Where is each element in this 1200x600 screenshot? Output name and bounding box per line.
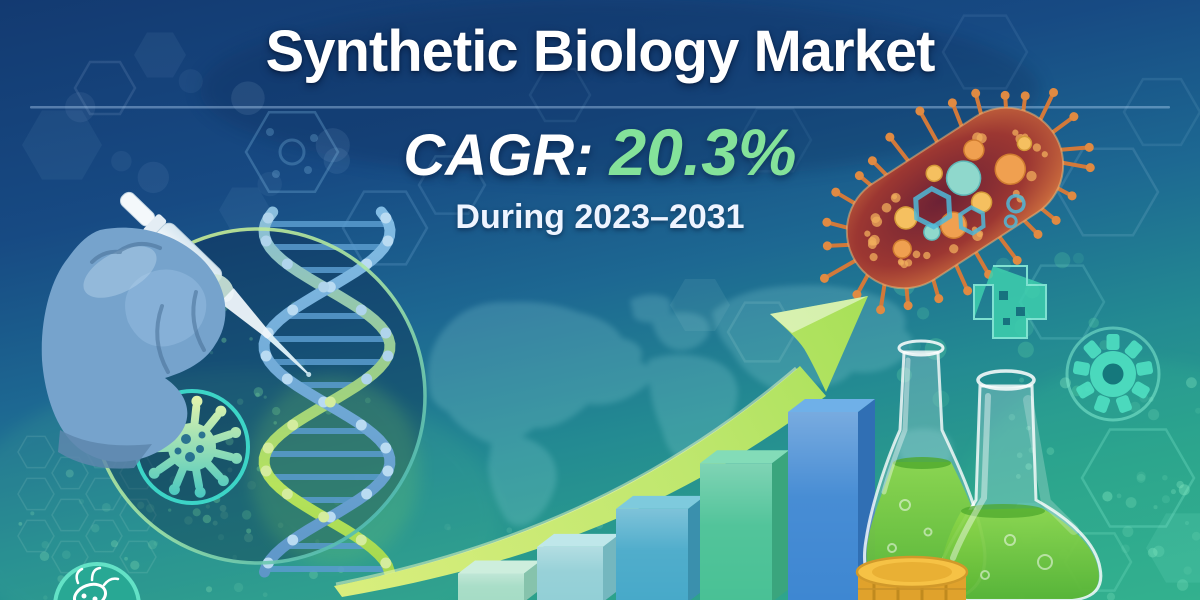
bar-chart — [458, 399, 875, 600]
growth-arrow-icon — [334, 296, 868, 597]
dna-helix-illustration — [258, 206, 396, 578]
page-title: Synthetic Biology Market — [265, 19, 936, 84]
microbe-badge-icon — [53, 562, 141, 600]
bacteria-illustration — [819, 88, 1095, 315]
gloved-hand-pipette-illustration — [41, 191, 312, 469]
bar-1 — [458, 560, 541, 600]
gear-icon — [1065, 326, 1161, 422]
erlenmeyer-flasks-illustration — [863, 339, 1103, 600]
coin-stack-icon — [855, 555, 969, 600]
title-divider — [30, 106, 1170, 109]
bar-3 — [616, 495, 705, 600]
cagr-line: CAGR: 20.3% — [403, 114, 796, 190]
period-text: During 2023–2031 — [455, 198, 745, 236]
flask-right — [887, 369, 1103, 600]
cagr-value: 20.3% — [609, 115, 797, 189]
bar-2 — [537, 533, 620, 600]
bar-4 — [700, 450, 789, 600]
cagr-label: CAGR: — [403, 123, 594, 188]
bar-5 — [788, 399, 875, 600]
medical-cross-icon — [973, 265, 1047, 339]
